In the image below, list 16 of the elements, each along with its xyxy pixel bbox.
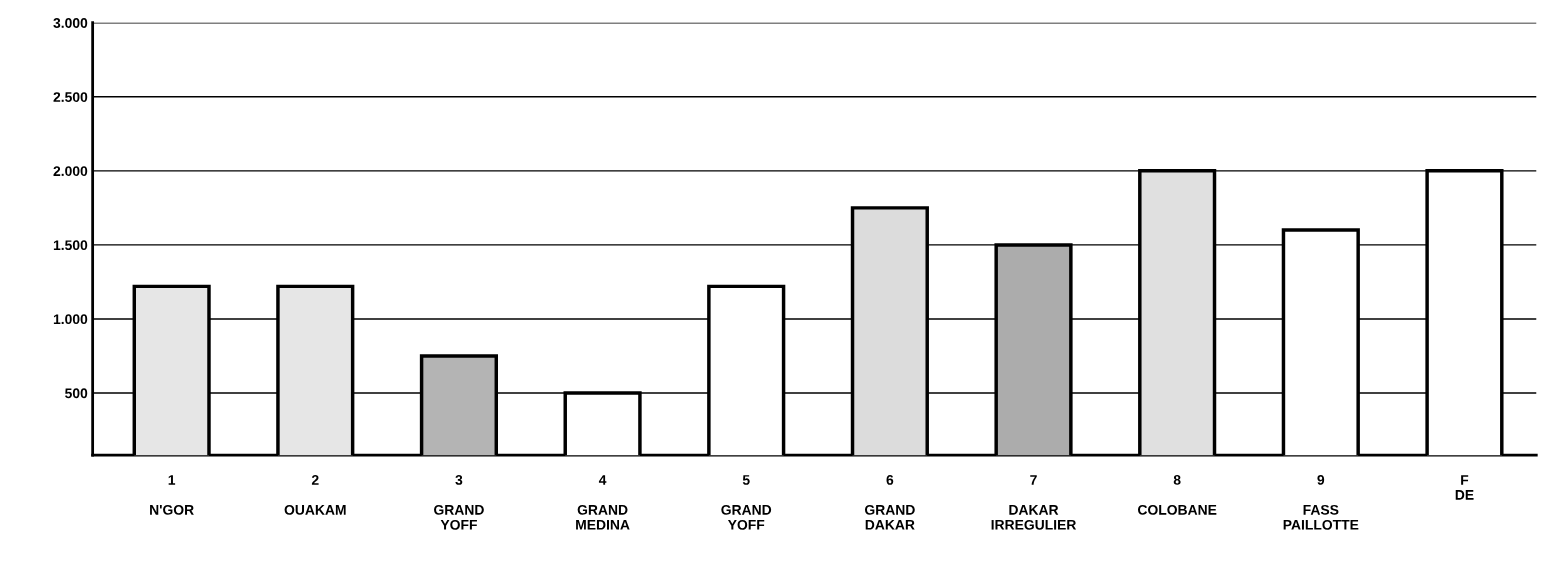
category-label: 1 N'GOR bbox=[150, 475, 194, 515]
y-tick-label: 2.000 bbox=[53, 166, 88, 177]
y-tick-label: 1.000 bbox=[53, 314, 88, 325]
category-label: 2 OUAKAM bbox=[284, 475, 346, 515]
y-tick-label: 3.000 bbox=[53, 18, 88, 28]
category-label: 5 GRAND YOFF bbox=[721, 475, 772, 530]
category-label: 7 DAKAR IRREGULIER bbox=[991, 475, 1077, 530]
y-tick-label: 2.500 bbox=[53, 92, 88, 102]
x-tick-label: F DE bbox=[1455, 475, 1474, 500]
y-tick-label: 500 bbox=[65, 388, 88, 399]
category-label: 6 GRAND DAKAR bbox=[864, 475, 915, 530]
category-label: 9 FASS PAILLOTTE bbox=[1283, 475, 1359, 530]
category-label: 4 GRAND MEDINA bbox=[576, 475, 630, 530]
y-tick-label: 1.500 bbox=[53, 240, 88, 251]
category-label: 3 GRAND YOFF bbox=[434, 475, 484, 530]
category-label: 8 COLOBANE bbox=[1138, 475, 1217, 515]
